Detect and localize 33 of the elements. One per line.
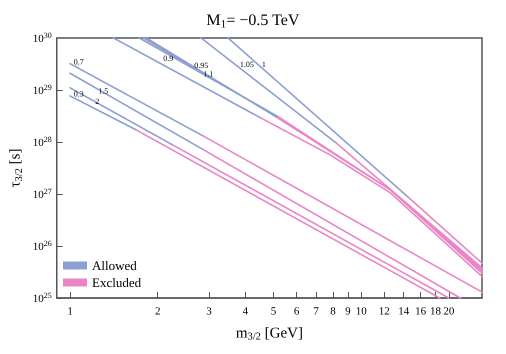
x-tick-label: 2 <box>154 306 160 318</box>
x-tick-label: 20 <box>443 306 455 318</box>
annotation: 1.1 <box>203 70 214 79</box>
x-tick-label: 1 <box>67 306 73 318</box>
x-tick-label: 7 <box>313 306 320 318</box>
x-tick-label: 6 <box>294 306 300 318</box>
y-tick-label: 10$^{26}$ <box>32 239 52 253</box>
y-axis-title: τ3/2 [s] <box>8 148 25 188</box>
annotation: 1 <box>262 60 266 69</box>
x-tick-label: 10 <box>356 306 368 318</box>
x-tick-label: 8 <box>330 306 336 318</box>
legend-label: Allowed <box>92 258 138 273</box>
x-tick-label: 12 <box>378 306 390 318</box>
y-tick-label: 10$^{28}$ <box>32 135 52 149</box>
x-tick-label: 14 <box>398 306 410 318</box>
annotation: 0.95 <box>194 60 208 70</box>
x-tick-label: 16 <box>415 306 427 318</box>
x-tick-label: 9 <box>345 306 352 318</box>
annotation: 1.5 <box>98 86 108 96</box>
annotation: 0.9 <box>163 54 174 63</box>
x-tick-label: 3 <box>206 306 212 318</box>
annotation: 0.3 <box>74 90 84 99</box>
annotation: 0.7 <box>74 57 84 66</box>
y-tick-label: 10$^{27}$ <box>32 187 52 201</box>
legend-label: Excluded <box>92 275 142 290</box>
y-tick-label: 10$^{30}$ <box>32 31 52 45</box>
y-tick-label: 10$^{25}$ <box>32 291 52 305</box>
x-tick-label: 5 <box>270 306 277 318</box>
y-tick-label: 10$^{29}$ <box>32 83 52 97</box>
annotation: 1.05 <box>240 60 254 69</box>
annotation: 2 <box>95 97 100 106</box>
x-tick-label: 4 <box>242 306 249 318</box>
x-tick-label: 18 <box>430 306 442 318</box>
